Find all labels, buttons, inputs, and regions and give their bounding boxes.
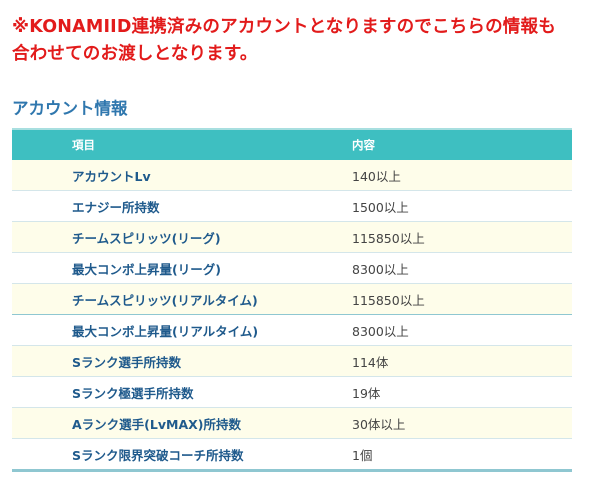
row-item: 最大コンボ上昇量(リーグ) bbox=[12, 252, 292, 284]
row-item: Aランク選手(LvMAX)所持数 bbox=[12, 407, 292, 439]
row-value: 30体以上 bbox=[292, 407, 572, 439]
row-value: 1500以上 bbox=[292, 190, 572, 222]
row-item: Sランク極選手所持数 bbox=[12, 376, 292, 408]
table-row: アカウントLv 140以上 bbox=[12, 160, 572, 191]
table-row: チームスピリッツ(リーグ) 115850以上 bbox=[12, 221, 572, 253]
table-row: 最大コンボ上昇量(リアルタイム) 8300以上 bbox=[12, 314, 572, 346]
row-value: 115850以上 bbox=[292, 221, 572, 253]
row-value: 140以上 bbox=[292, 160, 572, 191]
section-title: アカウント情報 bbox=[12, 99, 128, 118]
row-item: エナジー所持数 bbox=[12, 190, 292, 222]
row-item: Sランク限界突破コーチ所持数 bbox=[12, 438, 292, 472]
table-row: Sランク極選手所持数 19体 bbox=[12, 376, 572, 408]
row-value: 8300以上 bbox=[292, 314, 572, 346]
row-value: 8300以上 bbox=[292, 252, 572, 284]
table-row: Aランク選手(LvMAX)所持数 30体以上 bbox=[12, 407, 572, 439]
row-item: Sランク選手所持数 bbox=[12, 345, 292, 377]
table-header-row: 項目 内容 bbox=[12, 128, 572, 160]
table-row: チームスピリッツ(リアルタイム) 115850以上 bbox=[12, 283, 572, 315]
header-content: 内容 bbox=[292, 128, 572, 160]
table-row: Sランク限界突破コーチ所持数 1個 bbox=[12, 438, 572, 472]
table-row: エナジー所持数 1500以上 bbox=[12, 190, 572, 222]
row-item: チームスピリッツ(リアルタイム) bbox=[12, 283, 292, 315]
notice-line-2: 合わせてのお渡しとなります。 bbox=[12, 44, 258, 64]
row-value: 114体 bbox=[292, 345, 572, 377]
table-row: 最大コンボ上昇量(リーグ) 8300以上 bbox=[12, 252, 572, 284]
row-item: 最大コンボ上昇量(リアルタイム) bbox=[12, 314, 292, 346]
row-item: アカウントLv bbox=[12, 160, 292, 191]
row-value: 115850以上 bbox=[292, 283, 572, 315]
account-notice: ※KONAMIID連携済みのアカウントとなりますのでこちらの情報も 合わせてのお… bbox=[12, 14, 582, 68]
row-item: チームスピリッツ(リーグ) bbox=[12, 221, 292, 253]
table-row: Sランク選手所持数 114体 bbox=[12, 345, 572, 377]
notice-line-1: ※KONAMIID連携済みのアカウントとなりますのでこちらの情報も bbox=[12, 17, 556, 37]
header-item: 項目 bbox=[12, 128, 292, 160]
account-info-table: 項目 内容 アカウントLv 140以上 エナジー所持数 1500以上 チームスピ… bbox=[12, 128, 572, 472]
row-value: 1個 bbox=[292, 438, 572, 472]
row-value: 19体 bbox=[292, 376, 572, 408]
